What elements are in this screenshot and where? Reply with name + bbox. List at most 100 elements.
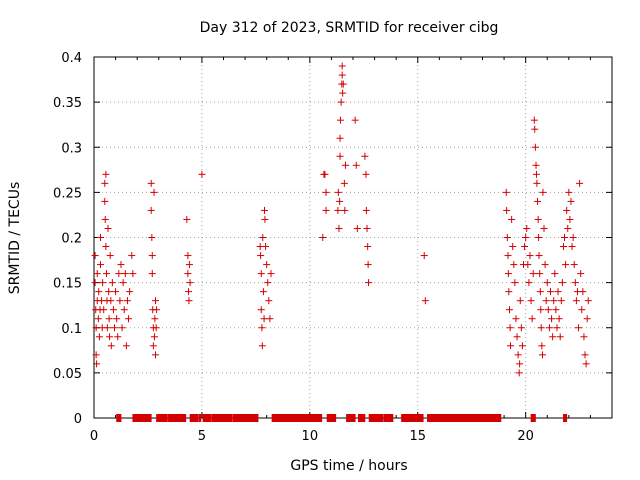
zero-point — [207, 414, 211, 422]
data-point — [267, 270, 275, 278]
zero-point — [485, 414, 489, 422]
data-point — [514, 351, 522, 359]
data-point — [543, 279, 551, 287]
zero-point — [491, 414, 495, 422]
data-point — [152, 351, 160, 359]
zero-point — [457, 414, 461, 422]
data-point — [565, 188, 573, 196]
data-point — [550, 297, 558, 305]
zero-point — [376, 414, 380, 422]
data-point — [108, 279, 116, 287]
data-point — [336, 134, 344, 142]
y-tick-label: 0.35 — [53, 96, 82, 111]
data-point — [338, 71, 346, 79]
data-point — [529, 270, 537, 278]
x-tick-label: 5 — [198, 429, 206, 444]
data-point — [567, 197, 575, 205]
data-point — [339, 89, 347, 97]
x-tick-label: 0 — [90, 429, 98, 444]
data-point — [576, 179, 584, 187]
zero-point — [407, 414, 411, 422]
data-point — [335, 224, 343, 232]
data-point — [198, 170, 206, 178]
zero-point — [360, 414, 364, 422]
data-point — [364, 243, 372, 251]
data-point — [117, 261, 125, 269]
data-point — [148, 270, 156, 278]
x-tick-label: 20 — [517, 429, 534, 444]
y-tick-label: 0.1 — [61, 322, 82, 337]
zero-point — [435, 414, 439, 422]
zero-point — [195, 414, 199, 422]
data-point — [507, 342, 515, 350]
data-point — [531, 143, 539, 151]
data-point — [263, 261, 271, 269]
data-point — [555, 315, 563, 323]
data-point — [528, 315, 536, 323]
data-point — [91, 279, 99, 287]
zero-point — [362, 414, 366, 422]
data-point — [147, 206, 155, 214]
data-point — [265, 297, 273, 305]
data-point — [114, 333, 122, 341]
zero-point — [333, 414, 337, 422]
data-point — [151, 315, 159, 323]
zero-point — [498, 414, 502, 422]
data-point — [537, 306, 545, 314]
data-point — [185, 288, 193, 296]
data-point — [536, 270, 544, 278]
data-point — [527, 297, 535, 305]
data-point — [521, 243, 529, 251]
data-point — [536, 288, 544, 296]
zero-point — [284, 414, 288, 422]
zero-point — [370, 414, 374, 422]
data-point — [334, 188, 342, 196]
data-point — [341, 206, 349, 214]
zero-point — [483, 414, 487, 422]
data-point — [535, 252, 543, 260]
x-tick-label: 15 — [409, 429, 426, 444]
data-point — [261, 206, 269, 214]
data-point — [102, 243, 110, 251]
y-tick-label: 0.2 — [61, 232, 82, 247]
zero-point — [219, 414, 223, 422]
data-point — [517, 324, 525, 332]
zero-point — [418, 414, 422, 422]
data-point — [561, 234, 569, 241]
zero-point — [472, 414, 476, 422]
zero-point — [380, 414, 384, 422]
data-point — [522, 234, 530, 241]
data-point — [532, 170, 540, 178]
zero-point — [348, 414, 352, 422]
data-point — [118, 324, 126, 332]
y-tick-label: 0.05 — [53, 367, 82, 382]
data-point — [101, 197, 109, 205]
data-point — [532, 161, 540, 169]
data-point — [148, 252, 156, 260]
zero-point — [427, 414, 431, 422]
data-point — [336, 152, 344, 160]
zero-point — [211, 414, 215, 422]
zero-point — [442, 414, 446, 422]
data-point — [129, 270, 137, 278]
data-point — [421, 297, 429, 305]
zero-point — [409, 414, 413, 422]
data-point — [341, 161, 349, 169]
zero-point — [160, 414, 164, 422]
zero-point — [250, 414, 254, 422]
zero-point — [306, 414, 310, 422]
zero-point — [310, 414, 314, 422]
data-point — [351, 116, 359, 124]
data-point — [258, 324, 266, 332]
data-point — [185, 297, 193, 305]
data-point — [259, 288, 267, 296]
data-point — [258, 342, 266, 350]
zero-point — [274, 414, 278, 422]
data-point — [549, 333, 557, 341]
zero-point — [465, 414, 469, 422]
data-point — [503, 206, 511, 214]
zero-point — [431, 414, 435, 422]
data-point — [539, 188, 547, 196]
data-point — [337, 98, 345, 106]
data-point — [503, 234, 511, 241]
